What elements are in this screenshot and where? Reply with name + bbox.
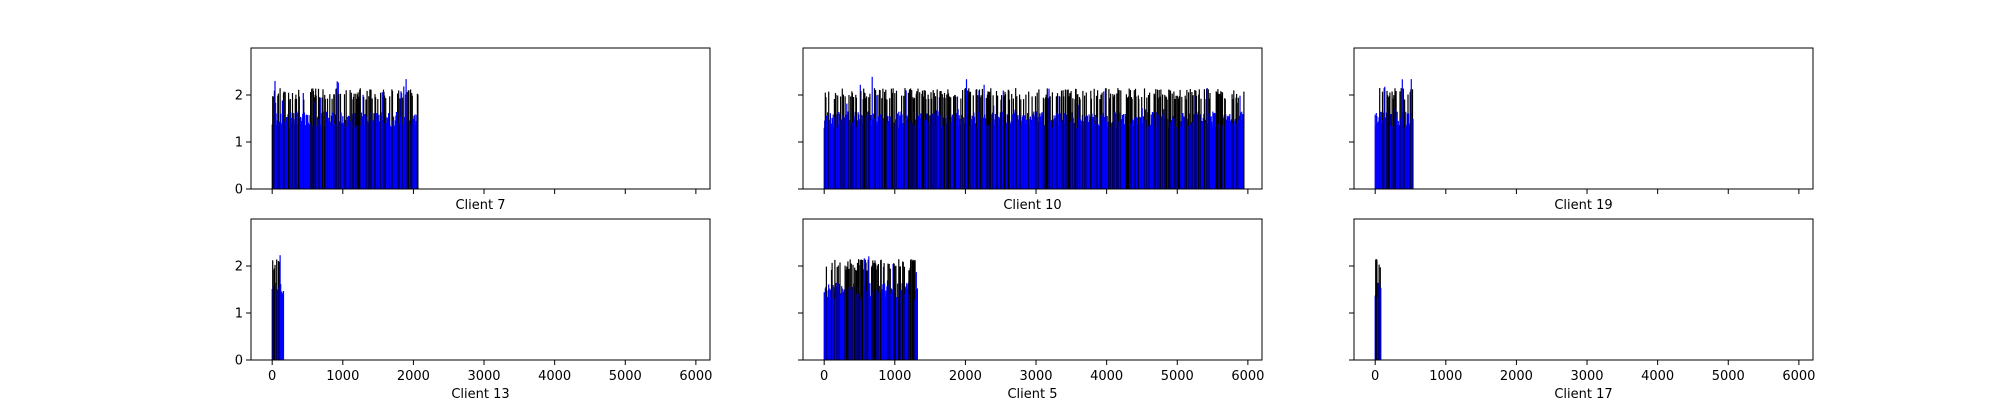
x-tick-label: 0 (820, 369, 828, 384)
plot-frame (802, 218, 1263, 361)
plot-frame (1353, 47, 1814, 190)
x-axis-label: Client 5 (1007, 387, 1057, 400)
y-tick-label: 0 (235, 183, 243, 198)
bars (271, 79, 419, 189)
x-tick-label: 5000 (609, 369, 642, 384)
y-tick-label: 2 (235, 260, 243, 275)
x-tick-label: 2000 (949, 369, 982, 384)
x-tick-label: 3000 (1570, 369, 1603, 384)
x-axis-label: Client 17 (1554, 387, 1612, 400)
x-tick-label: 6000 (679, 369, 712, 384)
x-tick-label: 1000 (878, 369, 911, 384)
x-tick-label: 1000 (326, 369, 359, 384)
plot-frame (802, 47, 1263, 190)
subplot-5: 0 1000 2000 3000 4000 5000 6000 Client 5 (798, 218, 1264, 400)
y-tick-label: 1 (235, 136, 243, 151)
x-tick-label: 5000 (1161, 369, 1194, 384)
bars (1374, 79, 1414, 189)
x-tick-label: 6000 (1782, 369, 1815, 384)
x-axis-label: Client 10 (1003, 198, 1061, 213)
bars (271, 255, 285, 360)
subplot-3: Client 19 (1349, 47, 1814, 213)
x-axis-label: Client 13 (451, 387, 509, 400)
x-axis-label: Client 19 (1554, 198, 1612, 213)
plot-frame (250, 47, 711, 190)
x-tick-label: 5000 (1712, 369, 1745, 384)
subplot-6: 0 1000 2000 3000 4000 5000 6000 Client 17 (1349, 218, 1815, 400)
subplot-2: Client 10 (798, 47, 1263, 213)
bars (823, 256, 919, 360)
plot-frame (250, 218, 711, 361)
x-tick-label: 2000 (1500, 369, 1533, 384)
x-tick-label: 0 (1371, 369, 1379, 384)
bars (823, 76, 1245, 189)
x-tick-label: 4000 (538, 369, 571, 384)
subplot-4: 0 1 2 0 1000 2000 3000 4000 5000 6000 Client 13 (235, 218, 712, 400)
x-tick-label: 3000 (467, 369, 500, 384)
x-tick-label: 6000 (1231, 369, 1264, 384)
plot-frame (1353, 218, 1814, 361)
x-axis-label: Client 7 (455, 198, 505, 213)
x-tick-label: 2000 (397, 369, 430, 384)
x-tick-label: 0 (268, 369, 276, 384)
bars (1374, 259, 1382, 360)
x-tick-label: 4000 (1090, 369, 1123, 384)
x-tick-label: 4000 (1641, 369, 1674, 384)
y-tick-label: 0 (235, 354, 243, 369)
subplot-1: 0 1 2 Client 7 (235, 47, 711, 213)
x-tick-label: 1000 (1429, 369, 1462, 384)
x-tick-label: 3000 (1019, 369, 1052, 384)
y-tick-label: 2 (235, 89, 243, 104)
y-tick-label: 1 (235, 307, 243, 322)
